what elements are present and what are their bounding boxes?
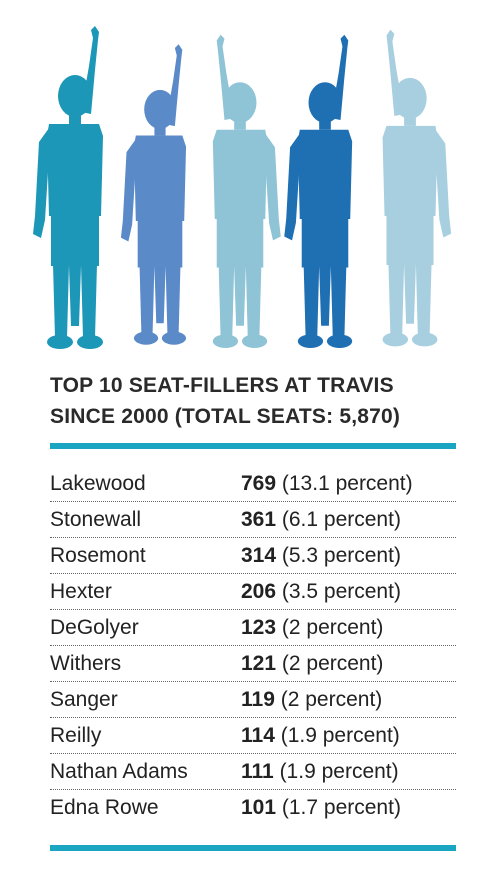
school-name: Lakewood [50,472,146,495]
seat-percent: (1.7 percent) [276,796,401,819]
table-row: Stonewall 361 (6.1 percent) [50,502,456,538]
seat-percent: (2 percent) [274,688,383,711]
table-title: TOP 10 SEAT-FILLERS AT TRAVIS SINCE 2000… [50,370,460,432]
school-name: Reilly [50,724,102,747]
table-row: Edna Rowe 101 (1.7 percent) [50,790,456,826]
bottom-rule [50,845,456,851]
seat-percent: (2 percent) [276,616,384,639]
child-raising-hand-icon [382,29,452,347]
school-name: Hexter [50,580,112,603]
school-name: Sanger [50,688,118,711]
seat-value: 111 (1.9 percent) [241,754,399,790]
child-raising-hand-icon [212,34,281,349]
table-row: Hexter 206 (3.5 percent) [50,574,456,610]
table-row: Rosemont 314 (5.3 percent) [50,538,456,574]
seat-percent: (5.3 percent) [276,544,401,567]
child-raising-hand-icon [33,26,103,349]
child-raising-hand-icon [284,34,353,349]
seat-value: 101 (1.7 percent) [241,790,401,826]
seat-count: 206 [241,580,277,603]
seat-count: 361 [241,508,277,531]
seat-value: 114 (1.9 percent) [241,718,400,754]
school-name: Stonewall [50,508,142,531]
table-row: Reilly 114 (1.9 percent) [50,718,456,754]
seat-count: 101 [241,796,277,819]
seat-percent: (13.1 percent) [276,472,413,495]
school-name: Nathan Adams [50,760,188,783]
seat-value: 123 (2 percent) [241,610,383,646]
seat-count: 121 [241,652,277,675]
seat-value: 769 (13.1 percent) [241,466,413,502]
seat-count: 111 [241,760,274,783]
seat-value: 361 (6.1 percent) [241,502,401,538]
seat-percent: (1.9 percent) [274,724,400,747]
seat-count: 114 [241,724,275,747]
table-row: Lakewood 769 (13.1 percent) [50,466,456,502]
seat-percent: (3.5 percent) [276,580,401,603]
seat-percent: (6.1 percent) [276,508,401,531]
title-line-1: TOP 10 SEAT-FILLERS AT TRAVIS [50,374,394,397]
school-name: Edna Rowe [50,796,159,819]
table-row: Nathan Adams 111 (1.9 percent) [50,754,456,790]
table-row: DeGolyer 123 (2 percent) [50,610,456,646]
seat-count: 769 [241,472,277,495]
seat-fillers-table: Lakewood 769 (13.1 percent) Stonewall 361 (… [50,466,456,826]
school-name: DeGolyer [50,616,139,639]
children-illustration [33,26,452,349]
seat-count: 119 [241,688,275,711]
school-name: Rosemont [50,544,146,567]
seat-percent: (2 percent) [276,652,384,675]
table-row: Sanger 119 (2 percent) [50,682,456,718]
seat-count: 314 [241,544,277,567]
seat-value: 206 (3.5 percent) [241,574,401,610]
school-name: Withers [50,652,122,675]
seat-percent: (1.9 percent) [273,760,399,783]
child-raising-hand-icon [120,44,187,345]
table-row: Withers 121 (2 percent) [50,646,456,682]
seat-count: 123 [241,616,277,639]
top-rule [50,443,456,449]
title-line-2: SINCE 2000 (TOTAL SEATS: 5,870) [50,405,401,428]
seat-value: 314 (5.3 percent) [241,538,401,574]
seat-value: 121 (2 percent) [241,646,383,682]
seat-value: 119 (2 percent) [241,682,382,718]
